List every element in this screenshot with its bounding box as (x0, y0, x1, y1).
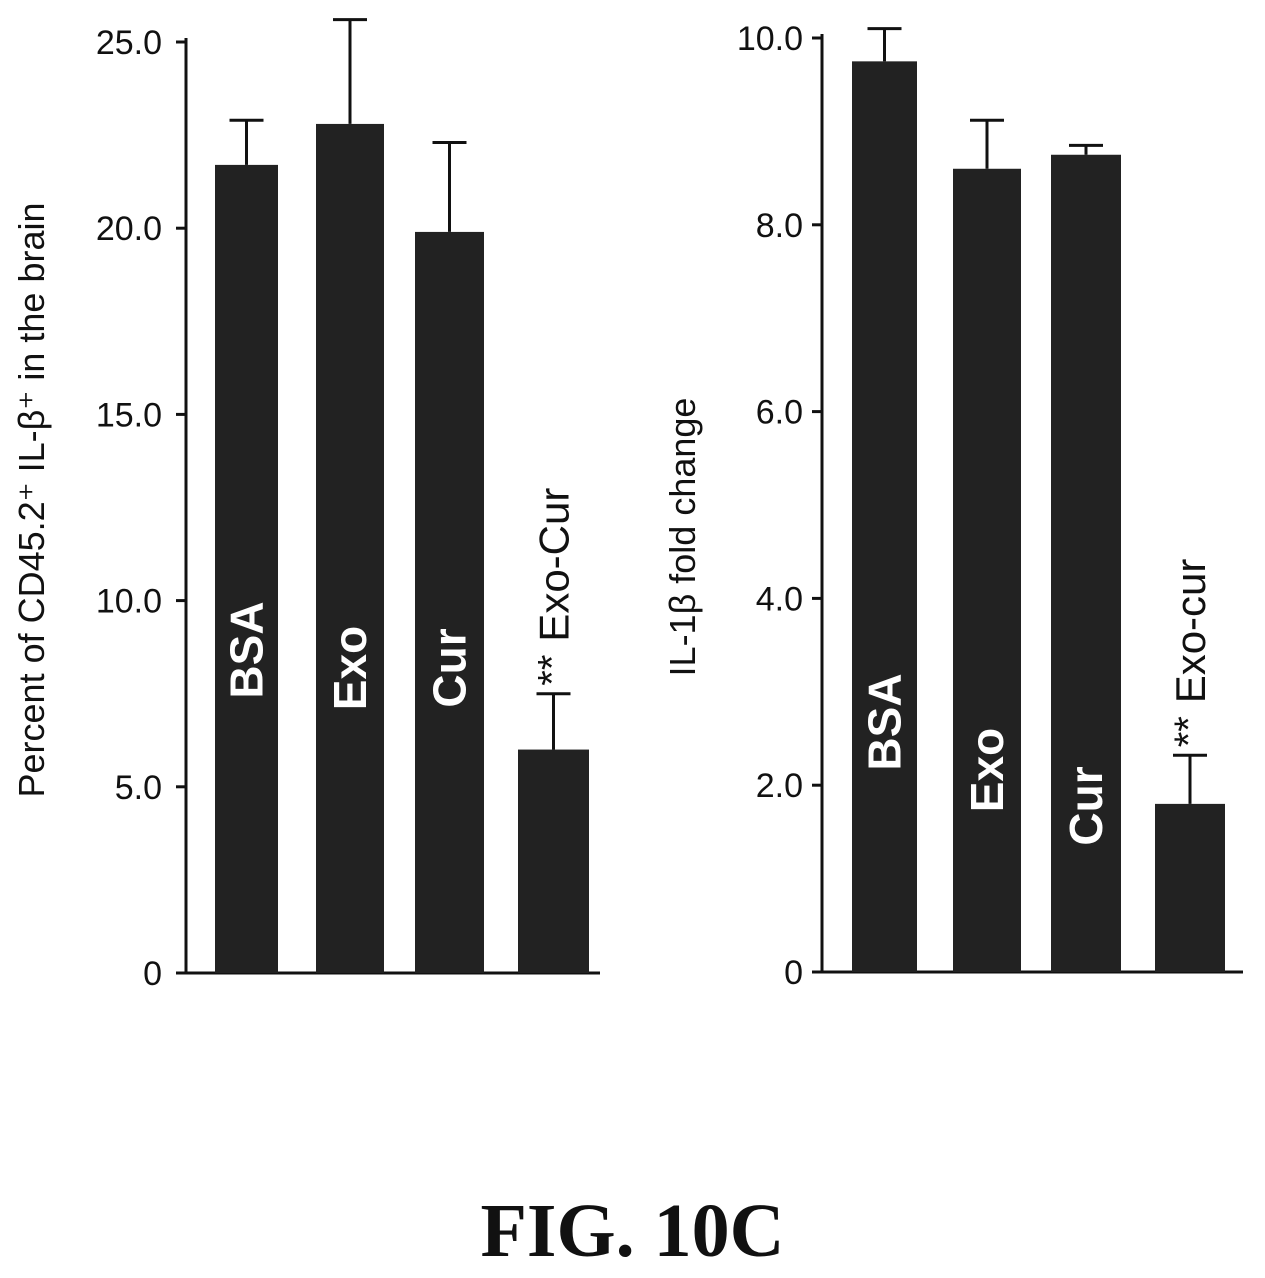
y-tick-label: 10.0 (96, 583, 162, 621)
bar-cur (415, 231, 484, 973)
y-tick-label: 6.0 (756, 394, 803, 432)
y-tick-label: 2.0 (756, 767, 803, 805)
y-axis-label: IL-1β fold change (662, 398, 703, 677)
category-label: Exo-Cur (531, 488, 578, 642)
category-label: Exo-cur (1167, 559, 1214, 704)
bar-cur (1051, 154, 1121, 972)
category-label: Cur (1060, 766, 1112, 845)
figure-canvas: 0 5.0 10.0 15.0 20.0 25.0 Percent of CD45.2⁺ I… (11, 18, 1243, 993)
significance-marker: ** (1167, 716, 1211, 747)
right-bar-chart: 0 2.0 4.0 6.0 8.0 10.0 IL-1β fold change BSA Exo… (662, 20, 1243, 992)
y-tick-label: 4.0 (756, 580, 803, 618)
y-tick-label: 5.0 (115, 769, 162, 807)
bar-bsa (215, 164, 278, 974)
category-label: BSA (859, 673, 911, 770)
category-label: Cur (424, 628, 476, 707)
bar-exo-cur (1155, 803, 1225, 972)
bar-exo (953, 168, 1021, 972)
y-tick-label: 10.0 (737, 20, 803, 58)
significance-marker: ** (531, 655, 575, 686)
bar-bsa (852, 61, 917, 973)
category-label: Exo (324, 626, 376, 710)
y-axis-label: Percent of CD45.2⁺ IL-β⁺ in the brain (11, 202, 52, 797)
bar-exo-cur (518, 749, 589, 973)
y-tick-label: 20.0 (96, 210, 162, 248)
y-tick-label: 15.0 (96, 396, 162, 434)
left-bar-chart: 0 5.0 10.0 15.0 20.0 25.0 Percent of CD45.2⁺ I… (11, 18, 600, 993)
y-tick-label: 8.0 (756, 207, 803, 245)
category-label: Exo (961, 728, 1013, 812)
y-tick-label: 25.0 (96, 24, 162, 62)
category-label: BSA (221, 601, 273, 698)
y-tick-label: 0 (784, 954, 803, 992)
bar-exo (316, 123, 384, 974)
figure-label: FIG. 10C (480, 1189, 785, 1273)
y-tick-label: 0 (143, 955, 162, 993)
